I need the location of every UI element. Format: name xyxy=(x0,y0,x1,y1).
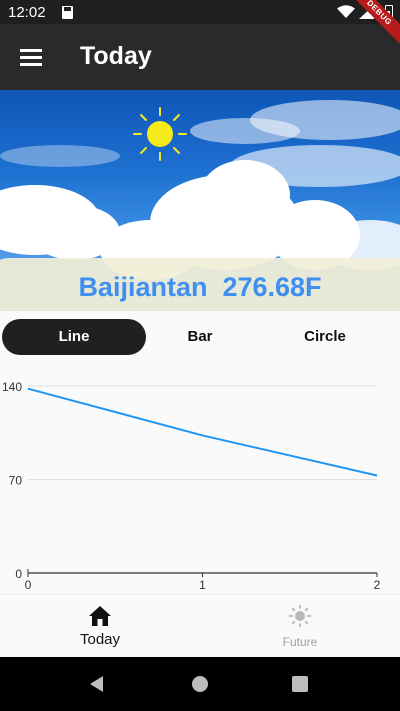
x-tick-label: 0 xyxy=(25,578,32,592)
back-icon[interactable] xyxy=(90,676,103,692)
nav-item-today[interactable]: Today xyxy=(0,595,200,658)
city-temperature: Baijiantan 276.68F xyxy=(78,272,322,302)
chart-type-selector: Line Bar Circle xyxy=(0,319,400,355)
nav-item-future[interactable]: Future xyxy=(200,595,400,658)
home-icon xyxy=(89,606,111,626)
status-bar: 12:02 xyxy=(0,0,400,24)
home-button-icon[interactable] xyxy=(192,676,208,692)
weather-hero-image: Baijiantan 276.68F xyxy=(0,90,400,311)
app-bar: Today xyxy=(0,24,400,90)
bottom-navigation: Today Future xyxy=(0,594,400,657)
series-line xyxy=(27,387,378,477)
recents-icon[interactable] xyxy=(292,676,308,692)
page-title: Today xyxy=(80,42,152,70)
tab-bar[interactable]: Bar xyxy=(187,328,213,345)
tab-line[interactable]: Line xyxy=(2,319,146,355)
tab-circle[interactable]: Circle xyxy=(304,328,346,345)
x-tick-label: 1 xyxy=(199,578,206,592)
nav-label-future: Future xyxy=(282,635,318,649)
y-tick-label: 140 xyxy=(2,380,22,394)
system-navigation-bar xyxy=(0,657,400,711)
status-time: 12:02 xyxy=(8,4,46,21)
sun-icon xyxy=(133,107,187,161)
y-tick-label: 70 xyxy=(9,474,23,488)
x-tick-label: 2 xyxy=(374,578,381,592)
menu-icon[interactable] xyxy=(20,49,42,66)
nav-label-today: Today xyxy=(79,631,121,648)
wifi-icon xyxy=(337,5,355,18)
sd-card-icon xyxy=(62,6,73,19)
y-tick-label: 0 xyxy=(15,567,22,581)
line-chart: 140 70 00 1 2 xyxy=(2,380,381,592)
sun-icon xyxy=(288,605,312,627)
